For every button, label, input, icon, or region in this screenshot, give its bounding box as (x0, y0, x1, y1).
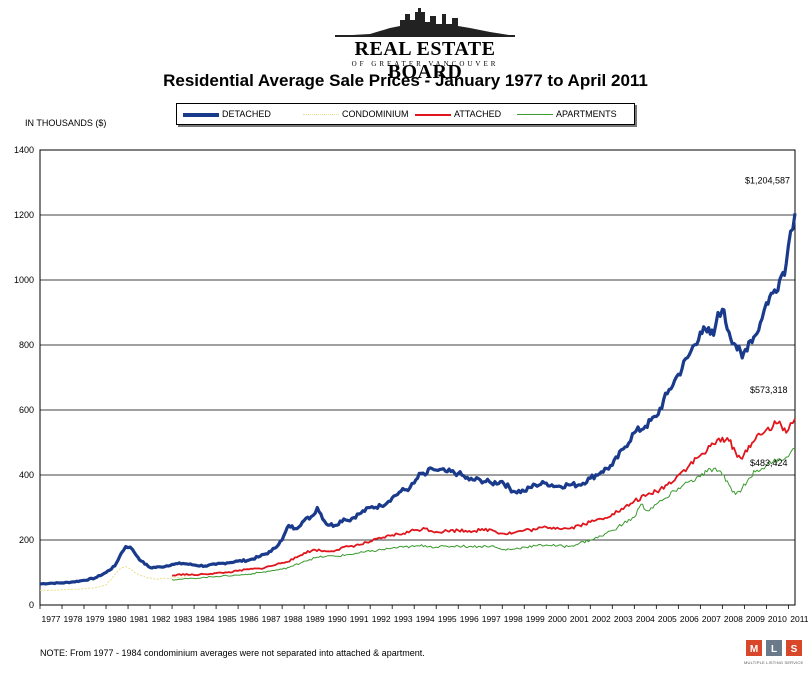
x-tick-label: 2006 (680, 614, 699, 624)
x-tick-label: 1984 (196, 614, 215, 624)
y-tick-label: 0 (29, 600, 34, 610)
legend-entry-attached: ATTACHED (415, 104, 501, 124)
x-tick-label: 1978 (64, 614, 83, 624)
x-tick-label: 1999 (526, 614, 545, 624)
x-tick-label: 2009 (746, 614, 765, 624)
legend-swatch-attached (415, 113, 451, 116)
legend-swatch-apartments (517, 114, 553, 116)
mls-letter-m: M (750, 644, 758, 655)
x-tick-label: 1989 (306, 614, 325, 624)
x-tick-label: 1996 (460, 614, 479, 624)
x-tick-label: 2004 (636, 614, 655, 624)
y-tick-label: 400 (19, 470, 34, 480)
legend-swatch-condominium (303, 114, 339, 116)
annotation-attached: $573,318 (750, 385, 788, 395)
logo-subtitle: OF GREATER VANCOUVER (351, 60, 499, 68)
x-tick-label: 2010 (768, 614, 787, 624)
x-tick-label: 1993 (394, 614, 413, 624)
x-tick-label: 2000 (548, 614, 567, 624)
city-skyline-icon (335, 8, 515, 37)
mls-logo-icon: M L S (746, 640, 802, 656)
legend-entry-apartments: APARTMENTS (517, 104, 617, 124)
logo-title: REAL ESTATE BOARD (354, 38, 496, 83)
x-tick-label: 2008 (724, 614, 743, 624)
annotation-detached: $1,204,587 (745, 175, 790, 185)
x-tick-label: 1987 (262, 614, 281, 624)
x-tick-label: 1977 (42, 614, 61, 624)
x-tick-label: 2002 (592, 614, 611, 624)
legend-label-detached: DETACHED (222, 109, 271, 119)
legend-entry-condominium: CONDOMINIUM (303, 104, 409, 124)
x-tick-label: 1991 (350, 614, 369, 624)
footer-note: NOTE: From 1977 - 1984 condominium avera… (40, 648, 425, 658)
x-tick-label: 1981 (130, 614, 149, 624)
x-tick-label: 1992 (372, 614, 391, 624)
x-tick-label: 1988 (284, 614, 303, 624)
y-tick-label: 1200 (14, 210, 34, 220)
y-tick-label: 800 (19, 340, 34, 350)
legend-label-attached: ATTACHED (454, 109, 502, 119)
mls-letter-l: L (771, 644, 777, 655)
plot-frame (39, 149, 796, 606)
y-axis-unit-label: IN THOUSANDS ($) (25, 118, 107, 128)
annotation-apartments: $483,424 (750, 458, 788, 468)
x-tick-label: 1983 (174, 614, 193, 624)
board-logo: REAL ESTATE BOARD OF GREATER VANCOUVER (330, 6, 520, 83)
legend-entry-detached: DETACHED (183, 104, 271, 124)
series-line-attached (171, 418, 796, 577)
x-tick-label: 1982 (152, 614, 171, 624)
series-line-apartments (171, 447, 796, 581)
chart-title: Residential Average Sale Prices - Januar… (163, 71, 648, 90)
x-tick-label: 1994 (416, 614, 435, 624)
mls-letter-s: S (791, 644, 798, 655)
x-tick-label: 2003 (614, 614, 633, 624)
mls-caption: MULTIPLE LISTING SERVICE (744, 660, 804, 665)
legend-label-condominium: CONDOMINIUM (342, 109, 409, 119)
x-tick-label: 1986 (240, 614, 259, 624)
y-tick-label: 600 (19, 405, 34, 415)
x-tick-label: 2001 (570, 614, 589, 624)
x-tick-label: 2011 (790, 614, 809, 624)
legend-label-apartments: APARTMENTS (556, 109, 617, 119)
y-tick-label: 200 (19, 535, 34, 545)
y-tick-label: 1400 (14, 145, 34, 155)
chart-legend: DETACHED CONDOMINIUM ATTACHED APARTMENTS (176, 103, 635, 125)
x-tick-label: 1979 (86, 614, 105, 624)
series-line-detached (39, 213, 797, 586)
x-tick-label: 1995 (438, 614, 457, 624)
x-tick-label: 1997 (482, 614, 501, 624)
x-tick-label: 1998 (504, 614, 523, 624)
series-line-condominium (39, 566, 190, 592)
x-tick-label: 1985 (218, 614, 237, 624)
x-tick-label: 1990 (328, 614, 347, 624)
x-tick-label: 2005 (658, 614, 677, 624)
legend-swatch-detached (183, 112, 219, 117)
y-tick-label: 1000 (14, 275, 34, 285)
x-tick-label: 2007 (702, 614, 721, 624)
x-tick-label: 1980 (108, 614, 127, 624)
